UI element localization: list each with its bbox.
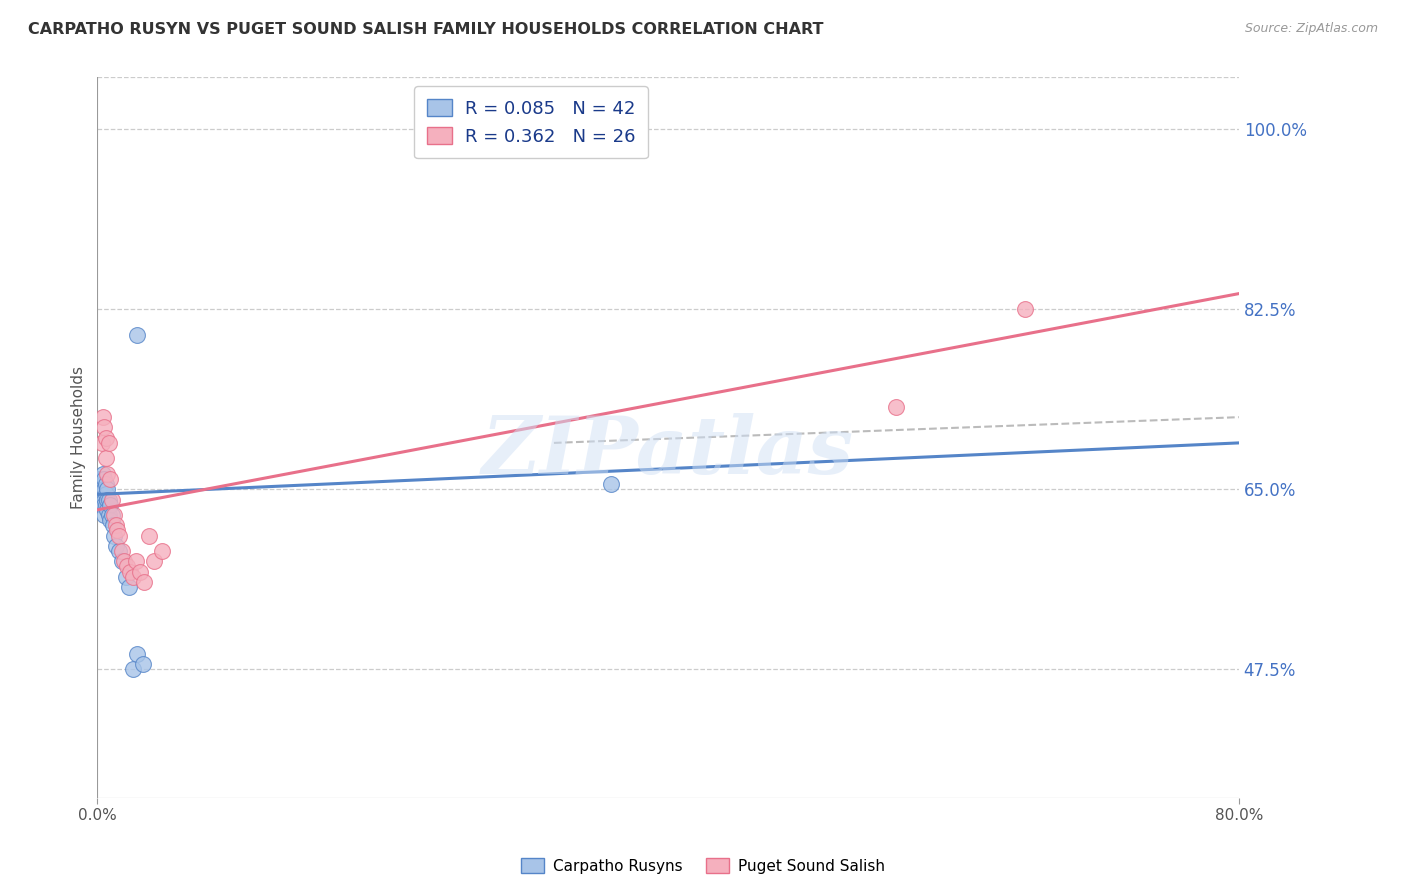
- Point: [94, 487, 117, 501]
- Point: [107, 544, 129, 558]
- Point: [87, 472, 110, 486]
- Point: [103, 528, 125, 542]
- Point: [115, 570, 138, 584]
- Point: [90, 498, 112, 512]
- Point: [93, 492, 115, 507]
- Text: CARPATHO RUSYN VS PUGET SOUND SALISH FAMILY HOUSEHOLDS CORRELATION CHART: CARPATHO RUSYN VS PUGET SOUND SALISH FAM…: [28, 22, 824, 37]
- Point: [98, 472, 121, 486]
- Point: [122, 662, 145, 676]
- Point: [93, 472, 115, 486]
- Point: [132, 657, 155, 672]
- Point: [100, 492, 122, 507]
- Point: [94, 477, 117, 491]
- Point: [97, 436, 120, 450]
- Point: [105, 524, 128, 538]
- Legend: R = 0.085   N = 42, R = 0.362   N = 26: R = 0.085 N = 42, R = 0.362 N = 26: [415, 87, 648, 159]
- Point: [94, 451, 117, 466]
- Point: [1014, 301, 1036, 316]
- Point: [98, 498, 121, 512]
- Point: [91, 477, 114, 491]
- Point: [101, 518, 124, 533]
- Point: [93, 508, 115, 522]
- Point: [110, 554, 132, 568]
- Point: [91, 467, 114, 481]
- Point: [90, 472, 112, 486]
- Point: [98, 513, 121, 527]
- Point: [143, 554, 166, 568]
- Point: [90, 477, 112, 491]
- Point: [90, 492, 112, 507]
- Point: [94, 431, 117, 445]
- Point: [600, 477, 623, 491]
- Point: [93, 498, 115, 512]
- Point: [114, 554, 136, 568]
- Point: [127, 647, 149, 661]
- Point: [90, 487, 112, 501]
- Point: [107, 528, 129, 542]
- Point: [886, 400, 908, 414]
- Point: [97, 508, 120, 522]
- Legend: Carpatho Rusyns, Puget Sound Salish: Carpatho Rusyns, Puget Sound Salish: [515, 852, 891, 880]
- Point: [89, 482, 111, 496]
- Point: [118, 580, 141, 594]
- Y-axis label: Family Households: Family Households: [72, 367, 86, 509]
- Point: [104, 539, 127, 553]
- Point: [93, 420, 115, 434]
- Text: ZIPatlas: ZIPatlas: [482, 413, 853, 491]
- Point: [125, 554, 148, 568]
- Point: [91, 498, 114, 512]
- Point: [150, 544, 173, 558]
- Point: [117, 559, 139, 574]
- Point: [129, 565, 152, 579]
- Point: [89, 472, 111, 486]
- Point: [103, 508, 125, 522]
- Point: [110, 544, 132, 558]
- Point: [100, 508, 122, 522]
- Point: [96, 503, 118, 517]
- Point: [87, 492, 110, 507]
- Point: [91, 410, 114, 425]
- Text: Source: ZipAtlas.com: Source: ZipAtlas.com: [1244, 22, 1378, 36]
- Point: [127, 327, 149, 342]
- Point: [96, 482, 118, 496]
- Point: [89, 492, 111, 507]
- Point: [90, 436, 112, 450]
- Point: [97, 492, 120, 507]
- Point: [122, 570, 145, 584]
- Point: [96, 492, 118, 507]
- Point: [104, 518, 127, 533]
- Point: [96, 467, 118, 481]
- Point: [120, 565, 142, 579]
- Point: [94, 498, 117, 512]
- Point: [138, 528, 160, 542]
- Point: [93, 482, 115, 496]
- Point: [134, 574, 156, 589]
- Point: [91, 487, 114, 501]
